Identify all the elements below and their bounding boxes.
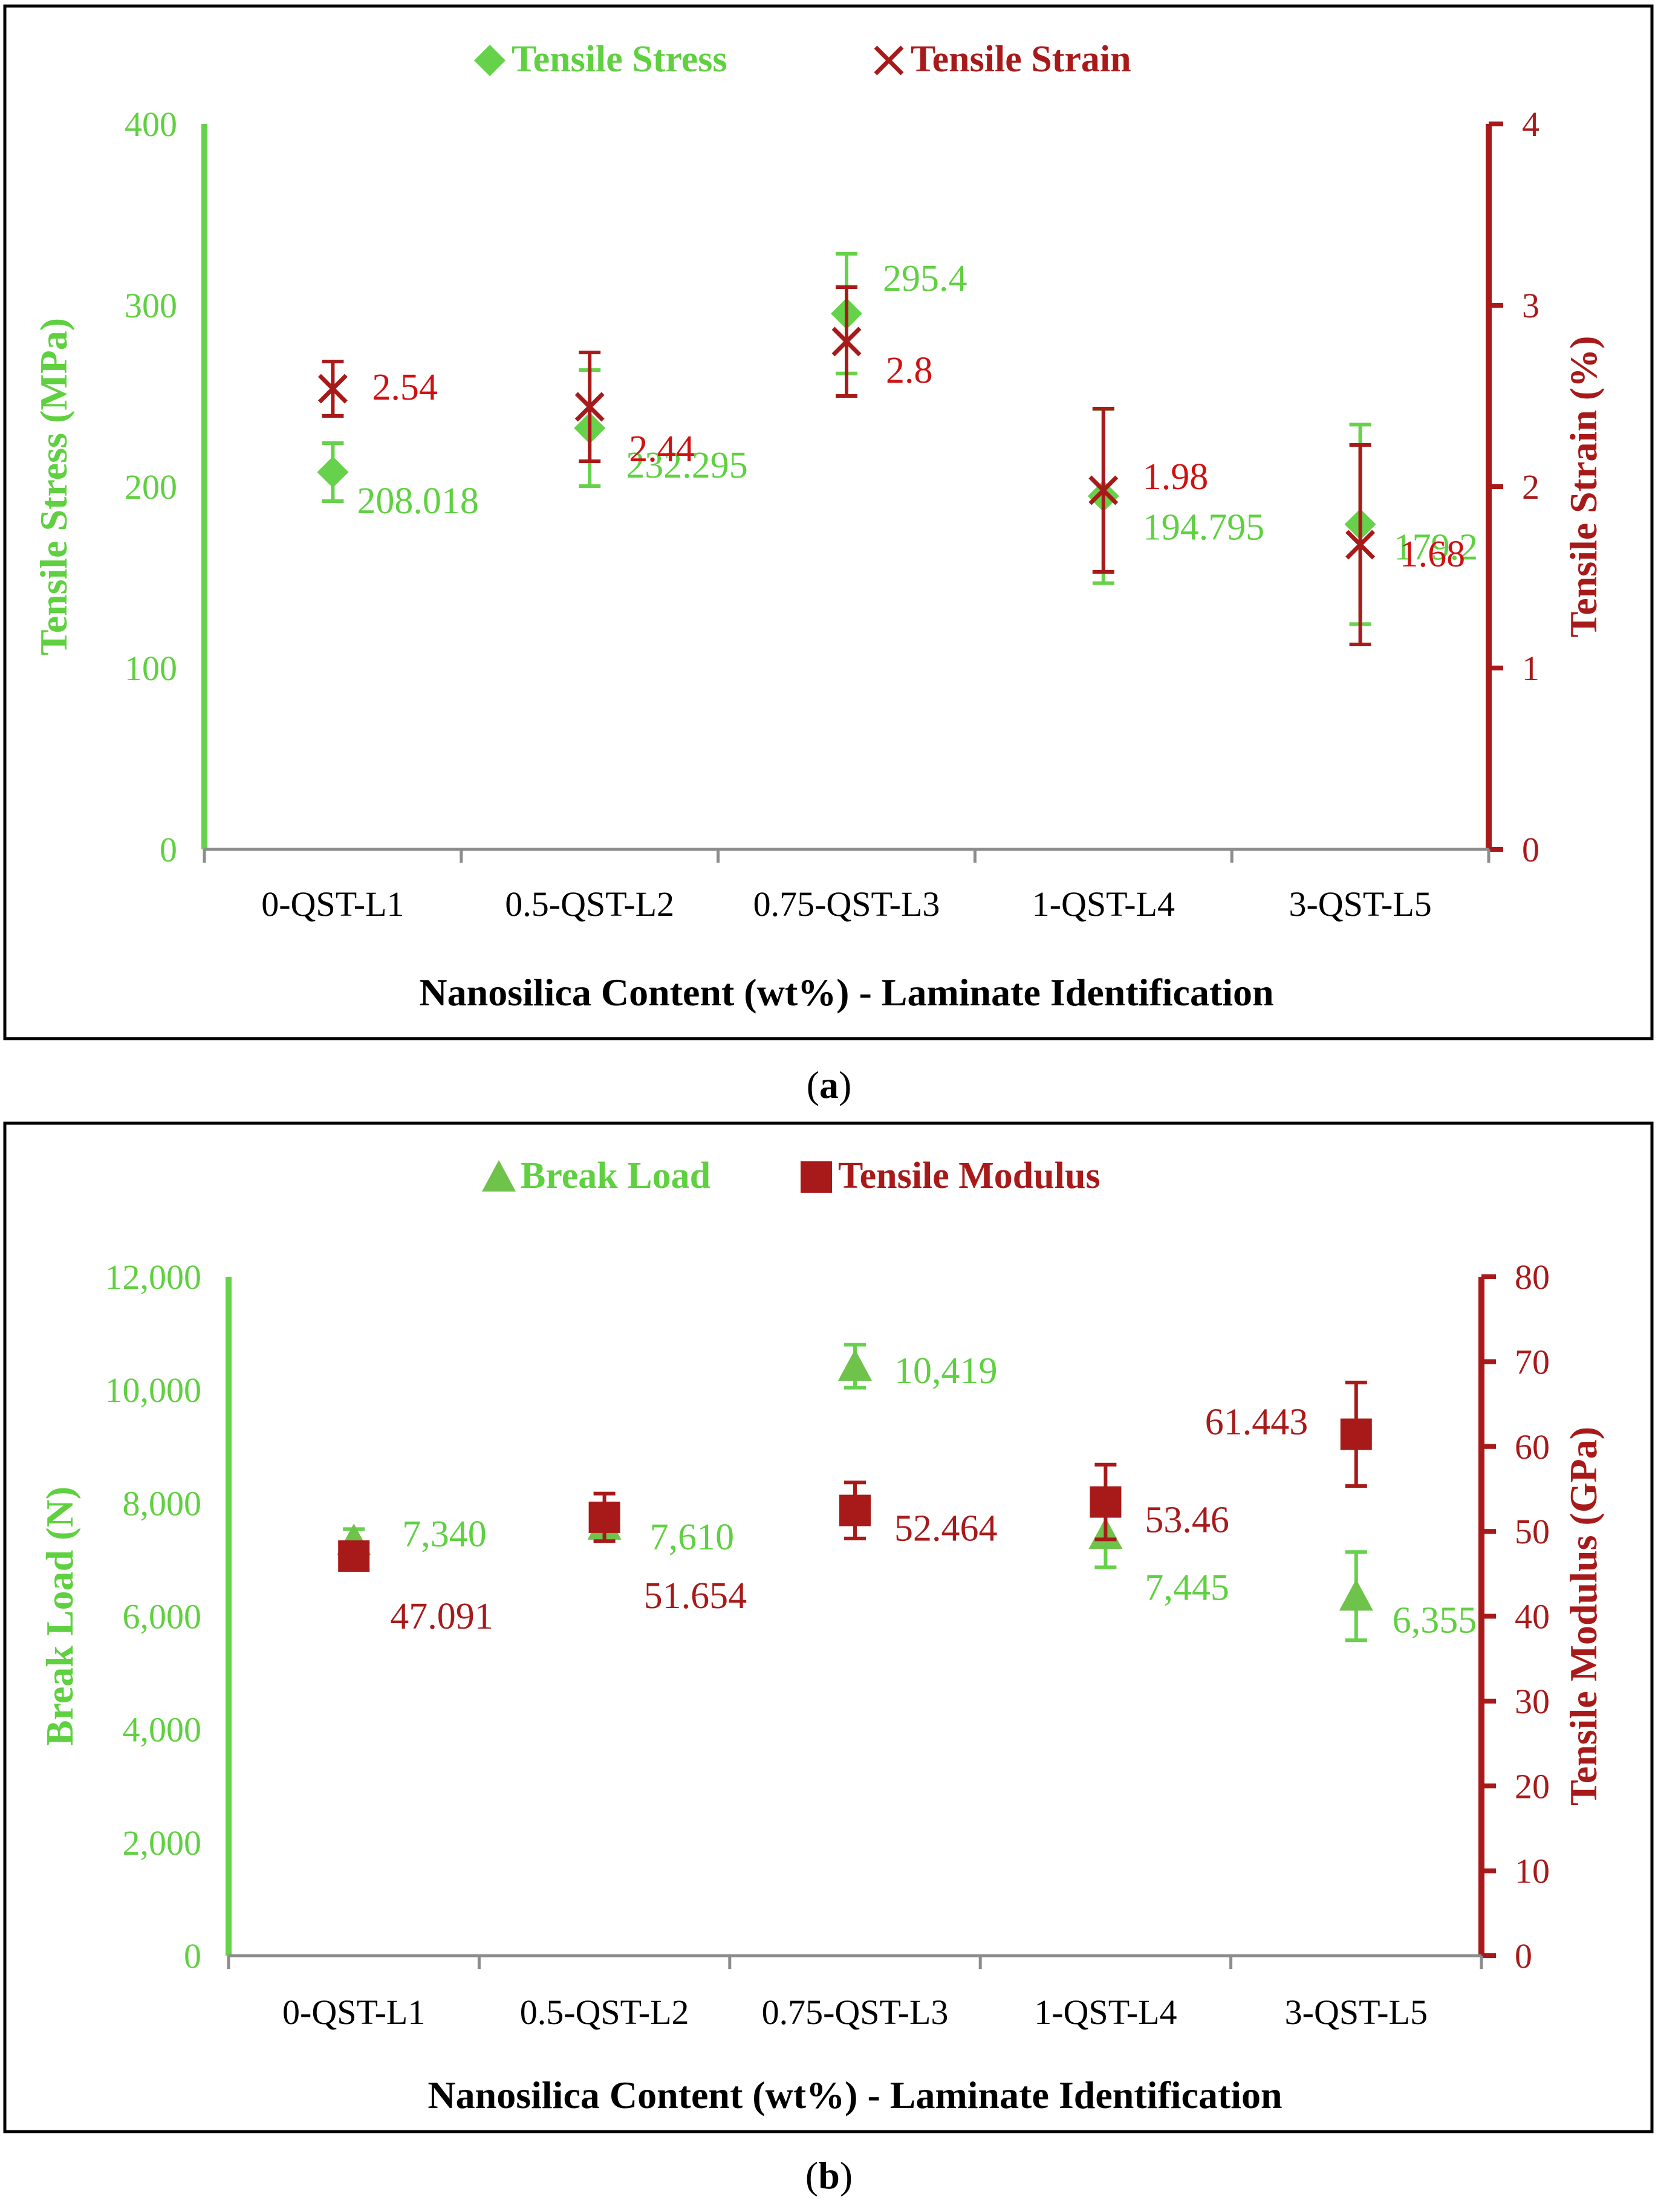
data-label: 10,419 bbox=[894, 1351, 998, 1392]
left-tick-label: 2,000 bbox=[123, 1823, 202, 1863]
left-tick-label: 4,000 bbox=[123, 1710, 202, 1750]
x-axis-title: Nanosilica Content (wt%) - Laminate Iden… bbox=[419, 971, 1273, 1014]
right-tick-label: 40 bbox=[1515, 1597, 1550, 1636]
data-label: 7,610 bbox=[650, 1517, 735, 1558]
x-tick-label: 0.75-QST-L3 bbox=[762, 1993, 949, 2032]
left-tick-label: 8,000 bbox=[123, 1484, 202, 1523]
x-tick-label: 3-QST-L5 bbox=[1289, 884, 1431, 924]
data-point-square bbox=[839, 1494, 871, 1526]
data-point-square bbox=[338, 1540, 370, 1572]
data-label: 7,340 bbox=[402, 1514, 487, 1555]
data-point-diamond bbox=[317, 456, 349, 488]
chart-b: 0 2,000 4,000 6,000 8,000 10,000 12,000 Break L… bbox=[38, 1155, 1605, 2116]
data-label: 2.44 bbox=[629, 429, 695, 470]
left-axis-title: Break Load (N) bbox=[38, 1487, 81, 1746]
data-point-square bbox=[1340, 1418, 1372, 1450]
panel-b-frame bbox=[3, 1121, 1654, 2133]
data-point-triangle bbox=[1339, 1579, 1373, 1611]
right-tick-label: 2 bbox=[1522, 467, 1539, 507]
data-point-x bbox=[874, 45, 904, 76]
data-point-triangle bbox=[838, 1349, 872, 1381]
data-label: 179.2 bbox=[1394, 527, 1478, 568]
x-axis-title: Nanosilica Content (wt%) - Laminate Iden… bbox=[428, 2074, 1282, 2116]
data-point-x bbox=[831, 326, 862, 357]
series-break-load: 7,340 7,610 10,419 7,445 6,355 bbox=[337, 1343, 1477, 1643]
data-label: 52.464 bbox=[894, 1508, 998, 1549]
left-tick-label: 0 bbox=[160, 830, 177, 869]
caption-b-letter: b bbox=[818, 2154, 840, 2197]
chart-a: 0 100 200 300 400 Tensile Stress (MPa) 0 1 2 3 4 Te… bbox=[32, 39, 1605, 1014]
right-axis-title: Tensile Modulus (GPa) bbox=[1562, 1427, 1605, 1806]
series-tensile-stress: 208.018 232.295 295.4 194.795 179.2 bbox=[317, 251, 1478, 626]
left-tick-label: 12,000 bbox=[105, 1257, 202, 1297]
data-label: 194.795 bbox=[1143, 507, 1265, 548]
legend-label: Tensile Modulus bbox=[838, 1155, 1100, 1196]
x-tick-label: 1-QST-L4 bbox=[1032, 884, 1175, 924]
data-point-diamond bbox=[474, 45, 506, 76]
data-point-x bbox=[1345, 530, 1376, 560]
x-tick-label: 0-QST-L1 bbox=[261, 884, 404, 924]
right-tick-label: 4 bbox=[1522, 105, 1539, 144]
left-tick-label: 10,000 bbox=[105, 1370, 202, 1410]
x-tick-label: 0.5-QST-L2 bbox=[505, 884, 674, 924]
data-point-square bbox=[801, 1161, 832, 1193]
caption-b: (b) bbox=[805, 2154, 853, 2197]
data-label: 53.46 bbox=[1145, 1500, 1229, 1541]
right-tick-label: 30 bbox=[1515, 1682, 1550, 1721]
right-tick-label: 20 bbox=[1515, 1766, 1550, 1806]
x-tick-label: 1-QST-L4 bbox=[1034, 1993, 1177, 2032]
left-tick-label: 6,000 bbox=[123, 1597, 202, 1636]
data-label: 295.4 bbox=[883, 258, 967, 299]
left-tick-label: 0 bbox=[184, 1936, 201, 1976]
data-label: 47.091 bbox=[390, 1596, 493, 1637]
data-point-square bbox=[588, 1501, 620, 1533]
data-label: 208.018 bbox=[357, 481, 479, 522]
caption-a-letter: a bbox=[819, 1063, 839, 1106]
x-tick-label: 0.5-QST-L2 bbox=[520, 1993, 689, 2032]
right-tick-label: 10 bbox=[1515, 1852, 1550, 1891]
right-tick-label: 70 bbox=[1515, 1342, 1550, 1381]
caption-a: (a) bbox=[806, 1063, 852, 1106]
data-point-x bbox=[317, 374, 348, 404]
right-tick-label: 1 bbox=[1522, 649, 1539, 688]
series-tensile-modulus: 47.091 51.654 52.464 53.46 61.443 bbox=[338, 1380, 1372, 1637]
left-tick-label: 400 bbox=[125, 105, 177, 144]
right-tick-label: 0 bbox=[1515, 1936, 1532, 1976]
data-label: 1.98 bbox=[1143, 456, 1209, 498]
x-tick-label: 3-QST-L5 bbox=[1285, 1993, 1428, 2032]
left-tick-label: 100 bbox=[125, 649, 177, 688]
data-point-x bbox=[574, 392, 605, 422]
data-point-square bbox=[1090, 1486, 1122, 1518]
data-label: 51.654 bbox=[644, 1575, 747, 1617]
left-axis-title: Tensile Stress (MPa) bbox=[32, 318, 75, 655]
x-tick-label: 0.75-QST-L3 bbox=[753, 884, 940, 924]
panel-a-frame bbox=[3, 4, 1654, 1040]
x-tick-label: 0-QST-L1 bbox=[282, 1993, 425, 2032]
series-tensile-strain: 2.54 2.44 2.8 1.98 1.68 bbox=[317, 285, 1466, 646]
data-label: 6,355 bbox=[1393, 1600, 1477, 1641]
right-tick-label: 60 bbox=[1515, 1427, 1550, 1467]
data-label: 61.443 bbox=[1205, 1401, 1309, 1442]
data-point-x bbox=[1088, 475, 1119, 505]
legend-label: Tensile Strain bbox=[911, 39, 1131, 80]
right-tick-label: 3 bbox=[1522, 286, 1539, 325]
right-tick-label: 0 bbox=[1522, 830, 1539, 869]
legend-label: Break Load bbox=[521, 1155, 710, 1196]
data-label: 1.68 bbox=[1400, 534, 1466, 575]
right-tick-label: 80 bbox=[1515, 1257, 1550, 1297]
left-tick-label: 200 bbox=[125, 467, 177, 507]
data-label: 232.295 bbox=[626, 445, 748, 486]
data-label: 2.8 bbox=[886, 350, 933, 391]
data-label: 7,445 bbox=[1145, 1567, 1229, 1608]
right-axis-title: Tensile Strain (%) bbox=[1562, 336, 1605, 638]
legend-label: Tensile Stress bbox=[512, 39, 727, 80]
right-tick-label: 50 bbox=[1515, 1512, 1550, 1551]
data-label: 2.54 bbox=[372, 367, 438, 408]
left-tick-label: 300 bbox=[125, 286, 177, 325]
data-point-triangle bbox=[482, 1160, 516, 1192]
